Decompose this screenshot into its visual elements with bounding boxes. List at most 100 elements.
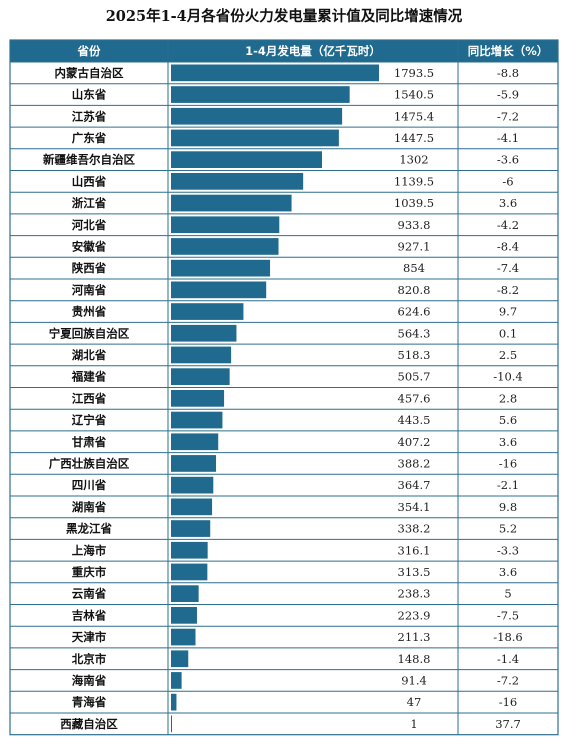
value-label: 927.1 xyxy=(398,239,431,253)
growth-label: -8.8 xyxy=(497,66,519,80)
growth-label: 5.6 xyxy=(499,413,517,427)
province-label: 安徽省 xyxy=(72,239,107,253)
table-row xyxy=(10,626,558,648)
province-label: 山东省 xyxy=(72,88,107,102)
value-label: 1139.5 xyxy=(394,174,434,188)
growth-label: 9.8 xyxy=(499,500,517,514)
province-label: 新疆维吾尔自治区 xyxy=(43,153,135,167)
province-label: 上海市 xyxy=(72,543,107,557)
table-row xyxy=(10,279,558,301)
growth-label: -18.6 xyxy=(493,630,523,644)
value-label: 91.4 xyxy=(401,673,427,687)
table-row xyxy=(10,517,558,540)
province-label: 海南省 xyxy=(72,673,107,687)
bar-5 xyxy=(171,151,322,168)
bar-15 xyxy=(171,368,230,385)
table-header-bg xyxy=(10,40,558,62)
growth-label: -1.4 xyxy=(497,652,519,666)
province-label: 福建省 xyxy=(71,370,107,384)
province-label: 江西省 xyxy=(72,391,107,405)
bar-3 xyxy=(171,107,343,125)
bar-20 xyxy=(171,476,214,494)
province-label: 西藏自治区 xyxy=(60,717,118,731)
growth-label: -8.2 xyxy=(497,283,519,297)
growth-label: 2.5 xyxy=(499,348,517,362)
value-label: 238.3 xyxy=(398,587,431,601)
bar-30 xyxy=(171,693,177,711)
province-label: 山西省 xyxy=(72,174,107,188)
value-label: 148.8 xyxy=(398,652,431,666)
bar-26 xyxy=(171,607,197,624)
table-row xyxy=(10,691,558,713)
bar-2 xyxy=(171,86,350,103)
bar-17 xyxy=(171,411,223,429)
table-row xyxy=(10,669,558,692)
value-label: 564.3 xyxy=(398,326,431,340)
value-label: 1540.5 xyxy=(394,88,434,102)
province-label: 云南省 xyxy=(72,587,107,601)
bar-13 xyxy=(171,324,237,342)
chart-title: 2025年1-4月各省份火力发电量累计值及同比增速情况 xyxy=(105,8,463,25)
table-row xyxy=(10,344,558,366)
table-row xyxy=(10,322,558,345)
header-generation: 1-4月发电量（亿千瓦时） xyxy=(245,44,381,58)
growth-label: -7.4 xyxy=(497,261,519,275)
table-row xyxy=(10,713,558,735)
value-label: 47 xyxy=(407,695,422,709)
growth-label: 37.7 xyxy=(495,717,521,731)
bar-28 xyxy=(171,650,189,668)
province-label: 广东省 xyxy=(72,131,107,145)
province-label: 内蒙古自治区 xyxy=(55,66,124,80)
growth-label: 3.6 xyxy=(499,565,517,579)
growth-label: 9.7 xyxy=(499,305,517,319)
growth-label: 5 xyxy=(504,587,511,601)
value-label: 1475.4 xyxy=(394,109,434,123)
bar-6 xyxy=(171,173,304,190)
value-label: 1 xyxy=(410,717,417,731)
growth-label: -7.2 xyxy=(497,109,519,123)
province-label: 青海省 xyxy=(72,695,107,709)
bar-29 xyxy=(171,672,182,689)
value-label: 933.8 xyxy=(398,218,431,232)
growth-label: 0.1 xyxy=(499,326,517,340)
value-label: 505.7 xyxy=(398,370,431,384)
table-row xyxy=(10,474,558,496)
growth-label: -16 xyxy=(499,695,518,709)
value-label: 457.6 xyxy=(398,391,431,405)
bar-11 xyxy=(171,281,267,299)
value-label: 211.3 xyxy=(398,630,431,644)
value-label: 388.2 xyxy=(398,456,431,470)
province-label: 河南省 xyxy=(72,283,107,297)
table-row xyxy=(10,496,558,518)
table-row xyxy=(10,300,558,323)
bar-9 xyxy=(171,238,279,255)
table-row xyxy=(10,647,558,670)
bar-25 xyxy=(171,585,199,602)
province-label: 湖南省 xyxy=(72,500,107,514)
value-label: 518.3 xyxy=(398,348,431,362)
value-label: 443.5 xyxy=(398,413,431,427)
province-label: 河北省 xyxy=(72,218,107,232)
growth-label: -8.4 xyxy=(497,239,519,253)
growth-label: -6 xyxy=(502,174,513,188)
growth-label: 3.6 xyxy=(499,196,517,210)
table-row xyxy=(10,582,558,605)
bar-23 xyxy=(171,541,208,559)
bar-7 xyxy=(171,194,292,212)
bar-21 xyxy=(171,498,213,516)
value-label: 1447.5 xyxy=(394,131,434,145)
growth-label: -7.2 xyxy=(497,673,519,687)
value-label: 223.9 xyxy=(398,608,431,622)
table-row xyxy=(10,387,558,410)
growth-label: -5.9 xyxy=(497,88,519,102)
bar-10 xyxy=(171,259,271,277)
bar-31 xyxy=(171,715,172,733)
province-label: 辽宁省 xyxy=(72,413,107,427)
province-label: 黑龙江省 xyxy=(66,522,112,536)
value-label: 364.7 xyxy=(398,478,431,492)
table-row xyxy=(10,539,558,562)
table-row xyxy=(10,452,558,475)
bar-19 xyxy=(171,455,217,472)
province-label: 重庆市 xyxy=(72,565,107,579)
bar-14 xyxy=(171,346,232,364)
